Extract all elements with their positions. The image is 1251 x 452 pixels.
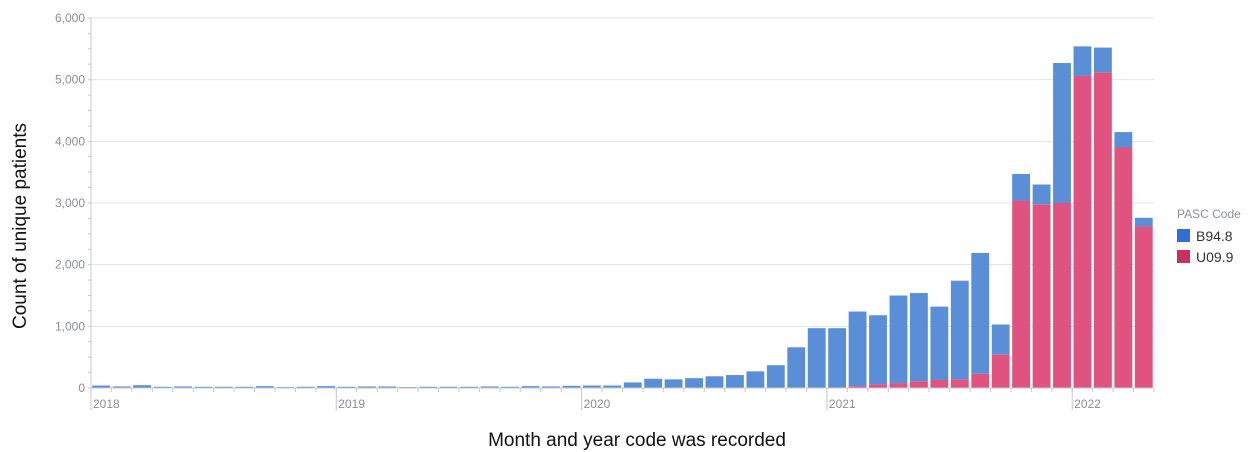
bar-u09-9 [848,386,867,388]
bar-u09-9 [930,379,949,388]
x-tick-label: 2018 [93,397,120,411]
bar-b94-8 [194,386,213,388]
bar-b94-8 [971,252,990,374]
bar-b94-8 [1073,46,1092,76]
bar-u09-9 [1032,204,1051,388]
legend: PASC Code B94.8 U09.9 [1177,207,1241,265]
bar-b94-8 [439,386,458,388]
bar-b94-8 [337,386,356,388]
bar-u09-9 [1053,203,1071,388]
bar-b94-8 [991,324,1010,355]
bar-b94-8 [807,328,826,388]
x-tick-label: 2021 [829,397,856,411]
bar-b94-8 [133,385,152,388]
bar-b94-8 [828,328,847,388]
y-tick-label: 4,000 [55,134,85,148]
bar-b94-8 [766,365,785,388]
bar-b94-8 [603,385,622,388]
bar-b94-8 [869,315,887,385]
bar-b94-8 [255,386,274,388]
bar-u09-9 [1093,72,1112,389]
bars-layer [92,46,1153,389]
bar-b94-8 [296,386,315,388]
bar-b94-8 [685,378,703,388]
y-tick-label: 5,000 [55,73,85,87]
bar-b94-8 [501,386,519,388]
y-axis-title: Count of unique patients [10,123,31,329]
bar-b94-8 [909,293,928,382]
bar-b94-8 [562,385,581,388]
bar-b94-8 [1032,184,1051,205]
x-tick-label: 2022 [1074,397,1101,411]
bar-b94-8 [378,386,397,388]
bar-b94-8 [848,311,867,387]
bar-b94-8 [726,375,744,388]
y-tick-label: 6,000 [55,11,85,25]
bar-u09-9 [971,373,990,388]
bar-b94-8 [1093,47,1112,73]
bar-b94-8 [623,382,642,388]
bar-u09-9 [869,384,887,388]
bar-b94-8 [787,347,806,388]
bar-b94-8 [460,386,479,388]
y-tick-label: 3,000 [55,196,85,210]
bar-b94-8 [1012,174,1031,201]
bar-b94-8 [153,386,172,388]
bar-b94-8 [317,386,336,388]
bar-u09-9 [991,354,1010,388]
bar-b94-8 [480,386,499,388]
legend-swatch-b94-8 [1177,229,1190,242]
bar-b94-8 [664,379,683,388]
x-tick-label: 2019 [338,397,365,411]
grid-layer [91,17,1154,327]
bar-u09-9 [909,381,928,388]
y-tick-label: 2,000 [55,258,85,272]
bar-b94-8 [930,306,949,380]
bar-b94-8 [950,280,969,380]
bar-b94-8 [1134,217,1153,227]
bar-b94-8 [419,386,438,388]
legend-label-u09-9: U09.9 [1196,249,1234,265]
y-tick-label: 0 [78,381,85,395]
axis-layer: 0 1,000 2,000 3,000 4,000 5,000 6,000 2018 2019 2… [55,11,1155,411]
bar-b94-8 [521,386,540,388]
bar-b94-8 [889,295,908,384]
bar-u09-9 [889,383,908,388]
legend-title: PASC Code [1177,207,1241,221]
bar-u09-9 [1134,226,1153,388]
bar-b94-8 [746,371,765,388]
bar-b94-8 [582,385,601,388]
y-tick-label: 1,000 [55,319,85,333]
bar-u09-9 [1114,147,1133,388]
bar-b94-8 [174,386,192,388]
bar-b94-8 [705,376,724,388]
bar-b94-8 [1053,63,1071,204]
bar-b94-8 [358,386,376,388]
bar-b94-8 [214,386,233,388]
bar-b94-8 [112,386,131,388]
bar-u09-9 [1073,75,1092,388]
legend-swatch-u09-9 [1177,250,1190,263]
bar-b94-8 [1114,132,1133,148]
bar-b94-8 [644,378,663,388]
legend-label-b94-8: B94.8 [1196,228,1233,244]
bar-b94-8 [235,386,254,388]
bar-u09-9 [950,379,969,388]
bar-b94-8 [542,386,560,388]
x-tick-label: 2020 [584,397,611,411]
x-axis-title: Month and year code was recorded [488,430,786,451]
bar-b94-8 [92,385,111,388]
bar-u09-9 [1012,200,1031,388]
